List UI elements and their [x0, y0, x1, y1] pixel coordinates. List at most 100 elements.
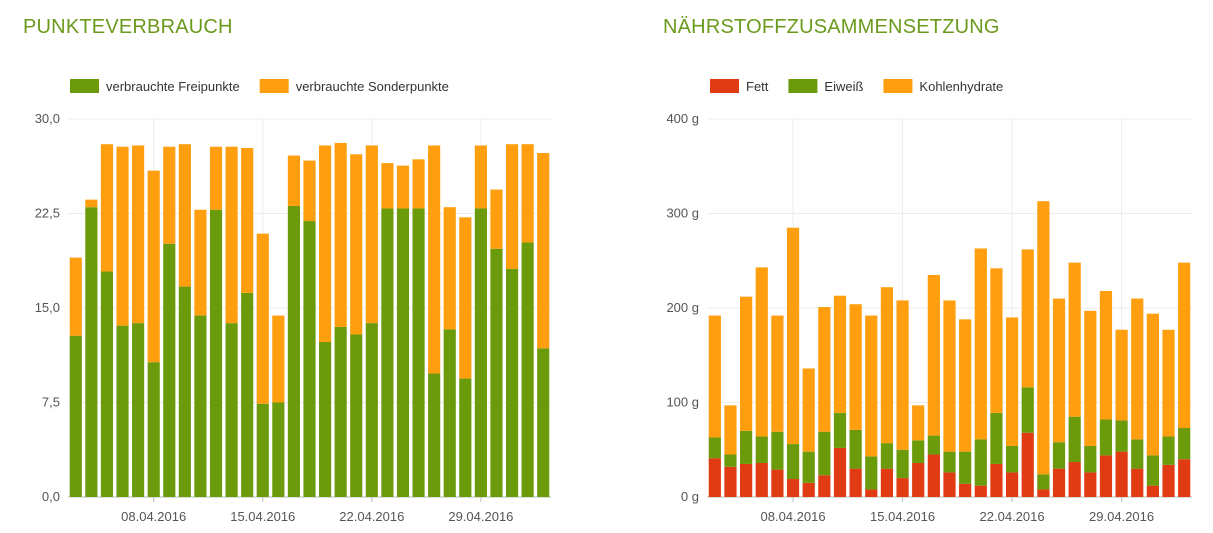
bar-fett[interactable] [1052, 468, 1066, 497]
bar-fett[interactable] [818, 475, 831, 497]
bar-kohlenhydrate[interactable] [740, 296, 753, 431]
bar-verbrauchte-sonderpunkte[interactable] [350, 154, 363, 335]
bar-eiweiss[interactable] [990, 412, 1003, 464]
bar-kohlenhydrate[interactable] [912, 405, 925, 441]
bar-kohlenhydrate[interactable] [708, 315, 721, 438]
bar-eiweiss[interactable] [740, 430, 753, 464]
bar-kohlenhydrate[interactable] [927, 274, 940, 436]
bar-verbrauchte-sonderpunkte[interactable] [365, 145, 378, 324]
bar-verbrauchte-sonderpunkte[interactable] [490, 189, 503, 249]
bar-fett[interactable] [740, 463, 753, 497]
bar-fett[interactable] [708, 458, 721, 497]
bar-fett[interactable] [771, 469, 784, 497]
bar-eiweiss[interactable] [896, 449, 909, 479]
legend-swatch-verbrauchte-sonderpunkte[interactable] [259, 79, 289, 93]
bar-kohlenhydrate[interactable] [1084, 310, 1097, 446]
bar-verbrauchte-sonderpunkte[interactable] [381, 163, 394, 209]
bar-kohlenhydrate[interactable] [959, 319, 972, 452]
legend-label-verbrauchte-sonderpunkte[interactable]: verbrauchte Sonderpunkte [296, 79, 449, 94]
bar-kohlenhydrate[interactable] [1099, 290, 1113, 420]
bar-verbrauchte-freipunkte[interactable] [334, 326, 347, 497]
bar-verbrauchte-freipunkte[interactable] [256, 403, 269, 497]
bar-eiweiss[interactable] [1178, 428, 1191, 460]
bar-verbrauchte-freipunkte[interactable] [443, 329, 456, 497]
bar-eiweiss[interactable] [1162, 436, 1175, 465]
bar-verbrauchte-freipunkte[interactable] [132, 323, 145, 497]
bar-fett[interactable] [974, 485, 987, 497]
bar-fett[interactable] [1005, 472, 1019, 497]
bar-eiweiss[interactable] [849, 429, 862, 469]
bar-verbrauchte-sonderpunkte[interactable] [241, 147, 254, 293]
bar-verbrauchte-sonderpunkte[interactable] [505, 144, 519, 269]
bar-fett[interactable] [943, 472, 956, 497]
bar-verbrauchte-freipunkte[interactable] [194, 315, 207, 497]
bar-eiweiss[interactable] [802, 451, 815, 483]
bar-eiweiss[interactable] [1146, 455, 1159, 486]
bar-eiweiss[interactable] [755, 436, 768, 463]
bar-fett[interactable] [1146, 485, 1159, 497]
bar-verbrauchte-sonderpunkte[interactable] [474, 145, 487, 209]
bar-kohlenhydrate[interactable] [1131, 298, 1144, 440]
bar-kohlenhydrate[interactable] [833, 295, 847, 413]
bar-verbrauchte-freipunkte[interactable] [365, 323, 378, 497]
bar-verbrauchte-freipunkte[interactable] [209, 209, 223, 497]
bar-fett[interactable] [755, 462, 768, 497]
legend-swatch-eiweiss[interactable] [788, 79, 818, 93]
bar-kohlenhydrate[interactable] [1005, 317, 1019, 446]
bar-fett[interactable] [802, 482, 815, 497]
bar-verbrauchte-freipunkte[interactable] [69, 335, 82, 497]
bar-kohlenhydrate[interactable] [943, 300, 956, 452]
bar-kohlenhydrate[interactable] [1068, 262, 1081, 417]
legend-swatch-verbrauchte-freipunkte[interactable] [70, 79, 99, 93]
bar-kohlenhydrate[interactable] [724, 405, 737, 455]
bar-eiweiss[interactable] [1021, 387, 1034, 433]
bar-verbrauchte-freipunkte[interactable] [163, 243, 176, 497]
bar-verbrauchte-freipunkte[interactable] [225, 323, 238, 497]
bar-verbrauchte-sonderpunkte[interactable] [319, 145, 332, 343]
bar-verbrauchte-freipunkte[interactable] [396, 208, 410, 497]
bar-verbrauchte-freipunkte[interactable] [350, 334, 363, 497]
bar-kohlenhydrate[interactable] [1037, 201, 1050, 475]
bar-kohlenhydrate[interactable] [802, 368, 815, 452]
bar-eiweiss[interactable] [724, 454, 737, 467]
bar-kohlenhydrate[interactable] [818, 307, 831, 432]
bar-verbrauchte-sonderpunkte[interactable] [194, 209, 207, 316]
bar-fett[interactable] [1068, 462, 1081, 497]
bar-verbrauchte-sonderpunkte[interactable] [396, 165, 410, 209]
bar-fett[interactable] [880, 468, 894, 497]
bar-verbrauchte-sonderpunkte[interactable] [69, 257, 82, 336]
bar-fett[interactable] [1115, 451, 1128, 497]
bar-verbrauchte-sonderpunkte[interactable] [225, 146, 238, 324]
bar-verbrauchte-freipunkte[interactable] [272, 402, 285, 498]
bar-fett[interactable] [833, 447, 847, 497]
bar-verbrauchte-sonderpunkte[interactable] [256, 233, 269, 404]
bar-verbrauchte-sonderpunkte[interactable] [303, 160, 316, 222]
bar-eiweiss[interactable] [1099, 419, 1113, 456]
bar-verbrauchte-freipunkte[interactable] [428, 373, 441, 497]
bar-fett[interactable] [912, 462, 925, 497]
bar-verbrauchte-freipunkte[interactable] [381, 208, 394, 497]
bar-eiweiss[interactable] [1115, 420, 1128, 452]
bar-kohlenhydrate[interactable] [896, 300, 909, 450]
bar-verbrauchte-freipunkte[interactable] [537, 348, 550, 497]
bar-eiweiss[interactable] [1037, 474, 1050, 490]
bar-kohlenhydrate[interactable] [1021, 249, 1034, 388]
bar-verbrauchte-sonderpunkte[interactable] [132, 145, 145, 324]
bar-verbrauchte-sonderpunkte[interactable] [412, 159, 425, 209]
bar-verbrauchte-sonderpunkte[interactable] [163, 146, 176, 244]
bar-verbrauchte-sonderpunkte[interactable] [272, 315, 285, 403]
bar-kohlenhydrate[interactable] [1115, 329, 1128, 421]
bar-eiweiss[interactable] [1131, 439, 1144, 469]
bar-fett[interactable] [990, 463, 1003, 497]
bar-verbrauchte-freipunkte[interactable] [241, 292, 254, 497]
bar-verbrauchte-freipunkte[interactable] [303, 221, 316, 497]
legend-label-fett[interactable]: Fett [746, 79, 769, 94]
bar-kohlenhydrate[interactable] [755, 267, 768, 437]
bar-verbrauchte-sonderpunkte[interactable] [521, 144, 534, 243]
bar-verbrauchte-freipunkte[interactable] [147, 362, 160, 497]
bar-verbrauchte-sonderpunkte[interactable] [287, 155, 300, 206]
bar-verbrauchte-freipunkte[interactable] [412, 208, 425, 497]
bar-fett[interactable] [1084, 472, 1097, 497]
bar-verbrauchte-sonderpunkte[interactable] [537, 153, 550, 349]
bar-eiweiss[interactable] [833, 412, 847, 448]
